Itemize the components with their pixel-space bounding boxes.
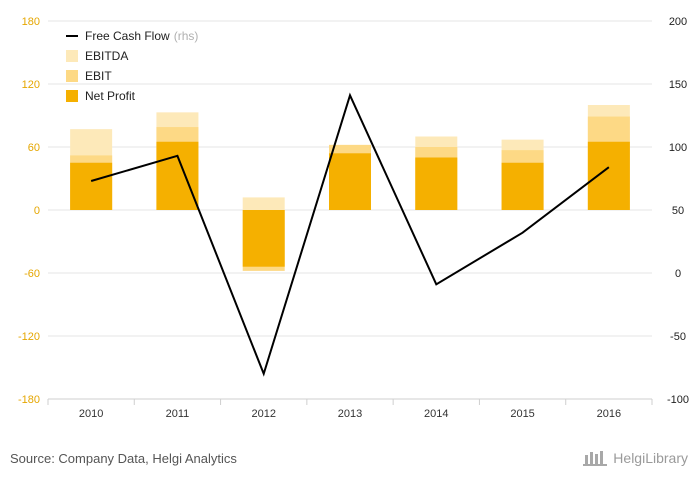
bar-net-profit [501,162,544,210]
x-axis-tick-label: 2014 [424,408,448,420]
legend-swatch-ebitda [66,50,78,62]
left-axis-tick-label: 60 [28,142,40,154]
line-layer [90,92,610,377]
x-axis-tick-label: 2011 [166,408,190,420]
right-axis-tick-label: 50 [672,205,684,217]
library-logo-icon [583,451,608,466]
right-axis-tick-label: 150 [669,79,687,91]
bar-net-profit [70,162,113,210]
bar-net-profit [415,157,458,210]
right-axis-tick-label: -100 [667,394,689,406]
legend-label-text: Free Cash Flow [85,29,170,43]
left-axis-tick-label: -180 [18,394,40,406]
legend-label-text: Net Profit [85,89,136,103]
legend-label-text: EBITDA [85,49,128,63]
right-axis-tick-label: 0 [675,268,681,280]
bar-net-profit [242,210,285,267]
brand-logo: HelgiLibrary [582,449,688,467]
x-axis-tick-label: 2013 [338,408,362,420]
x-axis-tick-label: 2015 [510,408,534,420]
x-axis-tick-label: 2012 [251,408,275,420]
right-axis-tick-label: 200 [669,16,687,28]
x-axis-tick-label: 2016 [597,408,621,420]
left-axis-tick-label: -120 [18,331,40,343]
legend-label-text: EBIT [85,69,112,83]
legend-label-net-profit: Net Profit [85,89,136,103]
legend-label-ebit: EBIT [85,69,112,83]
x-axis-tick-label: 2010 [79,408,103,420]
legend: Free Cash Flow (rhs) EBITDA EBIT Net Profit [66,29,198,103]
bar-net-profit [587,141,630,210]
bar-ebitda [242,197,285,210]
right-axis-tick-label: 100 [669,142,687,154]
bar-net-profit [156,141,199,210]
source-note: Source: Company Data, Helgi Analytics [10,451,237,466]
legend-label-suffix: (rhs) [174,29,199,43]
left-axis-tick-label: 120 [22,79,40,91]
legend-swatch-ebit [66,70,78,82]
right-axis-tick-label: -50 [670,331,686,343]
legend-label-free-cash-flow: Free Cash Flow (rhs) [85,29,198,43]
left-axis-tick-label: 180 [22,16,40,28]
left-axis-tick-label: 0 [34,205,40,217]
combo-chart: 180 120 60 0 -60 -120 -180 200 150 100 50 0 -50 -100 2… [18,16,689,420]
brand-name: HelgiLibrary [613,450,688,466]
legend-label-ebitda: EBITDA [85,49,128,63]
axes-layer: 180 120 60 0 -60 -120 -180 200 150 100 50 0 -50 -100 2… [18,16,689,420]
bars-layer [70,105,630,271]
legend-swatch-net-profit [66,90,78,102]
bar-net-profit [329,153,371,210]
left-axis-tick-label: -60 [24,268,40,280]
